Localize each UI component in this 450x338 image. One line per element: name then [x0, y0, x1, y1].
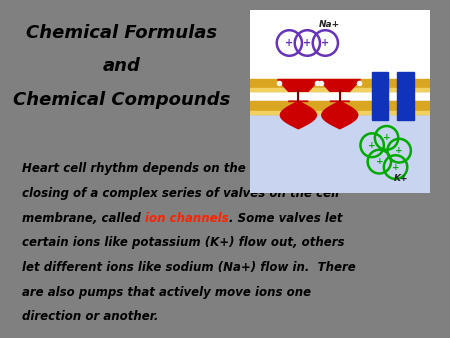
Polygon shape — [280, 101, 316, 129]
Text: closing of a complex series of valves on the cell: closing of a complex series of valves on… — [22, 187, 340, 200]
Polygon shape — [319, 79, 360, 91]
Text: and: and — [103, 57, 140, 75]
Text: membrane, called: membrane, called — [22, 212, 145, 224]
Text: certain ions like potassium (K+) flow out, others: certain ions like potassium (K+) flow ou… — [22, 236, 345, 249]
Bar — [372, 72, 388, 120]
Text: +: + — [369, 141, 376, 150]
Text: Heart cell rhythm depends on the opening and: Heart cell rhythm depends on the opening… — [22, 162, 333, 175]
Bar — [250, 88, 430, 91]
Text: direction or another.: direction or another. — [22, 310, 159, 323]
Text: +: + — [383, 134, 390, 142]
Text: let different ions like sodium (Na+) flow in.  There: let different ions like sodium (Na+) flo… — [22, 261, 356, 274]
Text: are also pumps that actively move ions one: are also pumps that actively move ions o… — [22, 286, 311, 298]
Text: Chemical Compounds: Chemical Compounds — [13, 91, 230, 109]
Text: ion channels: ion channels — [145, 212, 229, 224]
Bar — [250, 111, 430, 114]
Text: Na+: Na+ — [319, 20, 339, 29]
Text: +: + — [321, 38, 329, 48]
Text: +: + — [285, 38, 293, 48]
Text: +: + — [376, 157, 383, 166]
Bar — [250, 101, 430, 114]
Text: . Some valves let: . Some valves let — [229, 212, 342, 224]
Text: K+: K+ — [394, 173, 408, 183]
Text: +: + — [392, 163, 399, 172]
Text: Chemical Formulas: Chemical Formulas — [26, 24, 217, 42]
Bar — [250, 79, 430, 91]
Bar — [397, 72, 414, 120]
Bar — [250, 10, 430, 101]
Polygon shape — [322, 101, 358, 129]
Text: +: + — [303, 38, 311, 48]
Bar — [250, 101, 430, 193]
Text: +: + — [396, 146, 403, 155]
Polygon shape — [278, 79, 319, 91]
